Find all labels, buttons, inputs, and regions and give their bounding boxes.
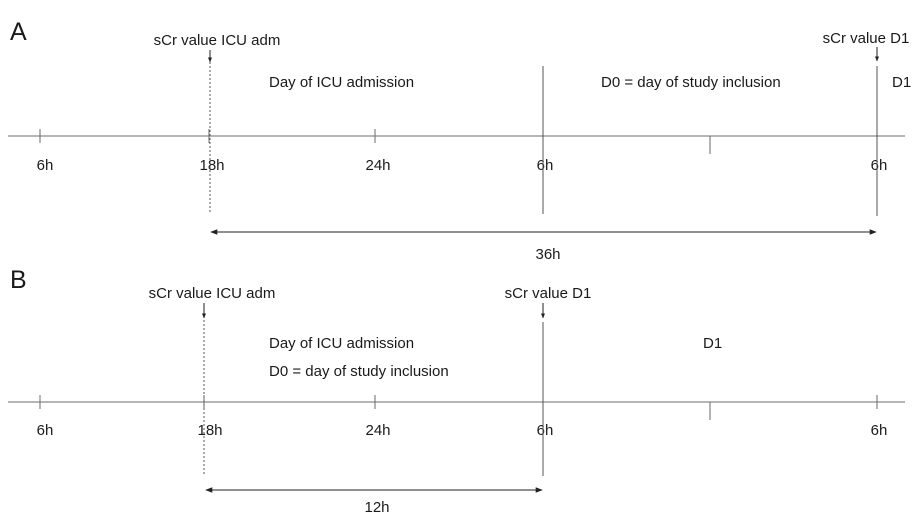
panel-b-marker-adm-label: sCr value ICU adm [149,285,276,302]
panel-a-tick-labels: 6h 18h 24h 6h 6h [37,157,888,174]
panel-b-period-admission: Day of ICU admission [269,335,414,352]
panel-a-interval-label: 36h [535,246,560,263]
panel-a-tick-label-6h-day2: 6h [537,157,554,174]
panel-a-period-admission: Day of ICU admission [269,74,414,91]
panel-a: A 6h 18h 24h 6h 6h sCr value ICU adm sCr… [8,18,911,263]
panel-a-letter: A [10,18,27,46]
panel-a-marker-adm-label: sCr value ICU adm [154,32,281,49]
panel-b-period-d1: D1 [703,335,722,352]
panel-a-tick-label-18h: 18h [199,157,224,174]
panel-b-tick-label-24h: 24h [365,422,390,439]
panel-b-tick-label-18h: 18h [197,422,222,439]
panel-b-period-d0: D0 = day of study inclusion [269,363,449,380]
panel-a-marker-d1-label: sCr value D1 [823,30,910,47]
panel-a-period-d1: D1 [892,74,911,91]
panel-b-interval-label: 12h [364,499,389,514]
panel-a-period-d0: D0 = day of study inclusion [601,74,781,91]
panel-a-tick-label-6h-day3: 6h [871,157,888,174]
panel-b-ticks [39,395,878,420]
panel-a-ticks [39,129,878,154]
panel-a-tick-label-6h-start: 6h [37,157,54,174]
panel-b-tick-label-6h-day2: 6h [537,422,554,439]
panel-b-tick-label-6h-start: 6h [37,422,54,439]
panel-b-letter: B [10,266,27,294]
panel-b-marker-d1-label: sCr value D1 [505,285,592,302]
panel-b-tick-labels: 6h 18h 24h 6h 6h [37,422,888,439]
panel-b-tick-label-6h-day3: 6h [871,422,888,439]
panel-b: B 6h 18h 24h 6h 6h sCr value ICU adm sCr… [8,266,905,514]
panel-a-tick-label-24h: 24h [365,157,390,174]
